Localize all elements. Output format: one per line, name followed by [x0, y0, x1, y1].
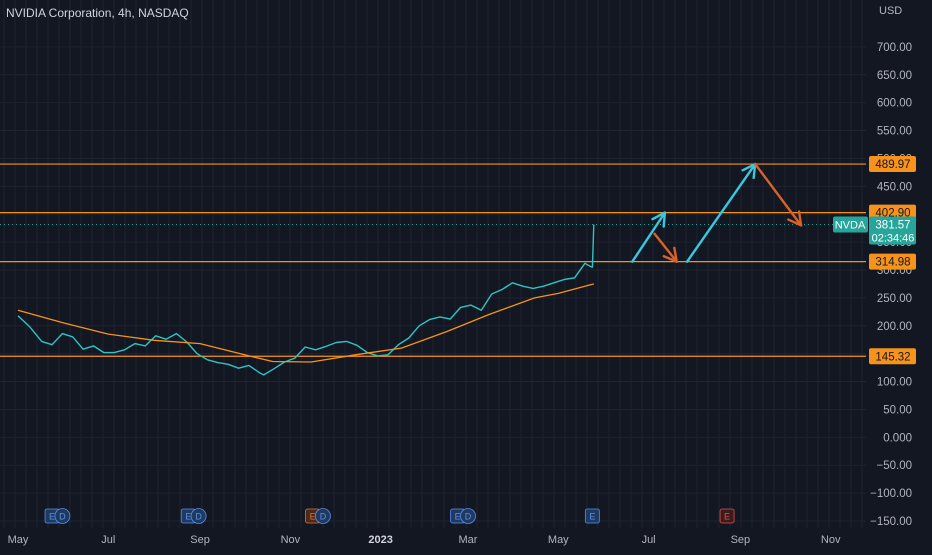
- bar-countdown: 02:34:46: [872, 233, 915, 245]
- x-tick-label: Nov: [821, 534, 841, 546]
- x-tick-label: Sep: [731, 534, 751, 546]
- ticker-badge-bg: [833, 216, 868, 233]
- level-price-label: 145.32: [875, 351, 910, 363]
- projection-arrow-up[interactable]: [685, 162, 757, 263]
- y-tick-label: −50.00: [877, 460, 913, 472]
- x-tick-label: Jul: [101, 534, 115, 546]
- event-marker-text: E: [185, 512, 191, 522]
- level-price-label: 314.98: [875, 257, 910, 269]
- dividend-icon: [460, 508, 476, 524]
- y-tick-label: −100.00: [870, 488, 912, 500]
- event-marker-text: D: [59, 512, 66, 522]
- ticker-badge: NVDA: [835, 220, 866, 232]
- y-tick-label: 650.00: [877, 70, 912, 82]
- projection-arrow-down[interactable]: [753, 162, 803, 227]
- x-tick-label: Jul: [642, 534, 656, 546]
- y-tick-label: 600.00: [877, 98, 912, 110]
- last-price-box: [869, 216, 916, 245]
- price-line: [17, 224, 595, 376]
- projection-arrow-down[interactable]: [653, 232, 678, 263]
- event-marker-text: D: [465, 512, 472, 522]
- event-marker-d[interactable]: D: [460, 508, 476, 524]
- currency-label[interactable]: USD: [879, 5, 903, 17]
- x-tick-label: Sep: [190, 534, 210, 546]
- event-marker-d[interactable]: D: [54, 508, 71, 524]
- series-group: [17, 224, 595, 376]
- x-tick-label: May: [548, 534, 569, 546]
- projection-arrow-head: [787, 210, 803, 227]
- event-marker-d[interactable]: D: [315, 508, 331, 524]
- y-tick-label: 450.00: [877, 181, 912, 193]
- projection-arrow-up[interactable]: [631, 211, 667, 263]
- projection-arrow-head: [651, 211, 667, 228]
- x-tick-label: Nov: [281, 534, 301, 546]
- projection-arrows[interactable]: [631, 162, 803, 263]
- y-tick-label: 550.00: [877, 126, 912, 138]
- y-tick-label: 700.00: [877, 42, 912, 54]
- level-price-label-bg: [869, 156, 916, 173]
- event-marker-text: E: [589, 512, 595, 522]
- y-tick-label: 250.00: [877, 293, 912, 305]
- earnings-icon: [719, 508, 735, 524]
- y-tick-label: −150.00: [870, 516, 912, 528]
- projection-arrow-head: [662, 246, 678, 263]
- event-marker-text: D: [195, 512, 202, 522]
- x-tick-label: Mar: [459, 534, 478, 546]
- x-tick-label: May: [8, 534, 29, 546]
- level-price-label-bg: [869, 253, 916, 270]
- earnings-icon: [584, 508, 600, 524]
- dividend-icon: [315, 508, 331, 524]
- event-marker-e[interactable]: E: [584, 508, 600, 524]
- event-marker-e[interactable]: E: [719, 508, 735, 524]
- moving-average-line: [17, 283, 594, 363]
- horizontal-levels[interactable]: [0, 163, 866, 357]
- dividend-icon: [190, 508, 207, 524]
- event-marker-text: E: [455, 512, 461, 522]
- dividend-icon: [54, 508, 71, 524]
- event-marker-text: E: [49, 512, 55, 522]
- y-tick-label: 100.00: [877, 377, 912, 389]
- y-tick-label: 0.000: [883, 432, 912, 444]
- y-tick-label: 50.00: [883, 404, 912, 416]
- chart-grid: [0, 0, 866, 528]
- event-marker-d[interactable]: D: [190, 508, 207, 524]
- level-price-label-bg: [869, 348, 916, 365]
- x-tick-label: 2023: [368, 534, 392, 546]
- y-tick-label: 200.00: [877, 321, 912, 333]
- level-price-label: 489.97: [875, 159, 910, 171]
- event-marker-text: E: [310, 512, 316, 522]
- chart-title: NVIDIA Corporation, 4h, NASDAQ: [6, 6, 189, 20]
- event-marker-text: D: [320, 512, 327, 522]
- last-price-value: 381.57: [875, 220, 910, 232]
- event-marker-text: E: [724, 512, 730, 522]
- time-axis[interactable]: May Jul Sep Nov 2023 Mar May Jul Sep Nov: [8, 534, 841, 546]
